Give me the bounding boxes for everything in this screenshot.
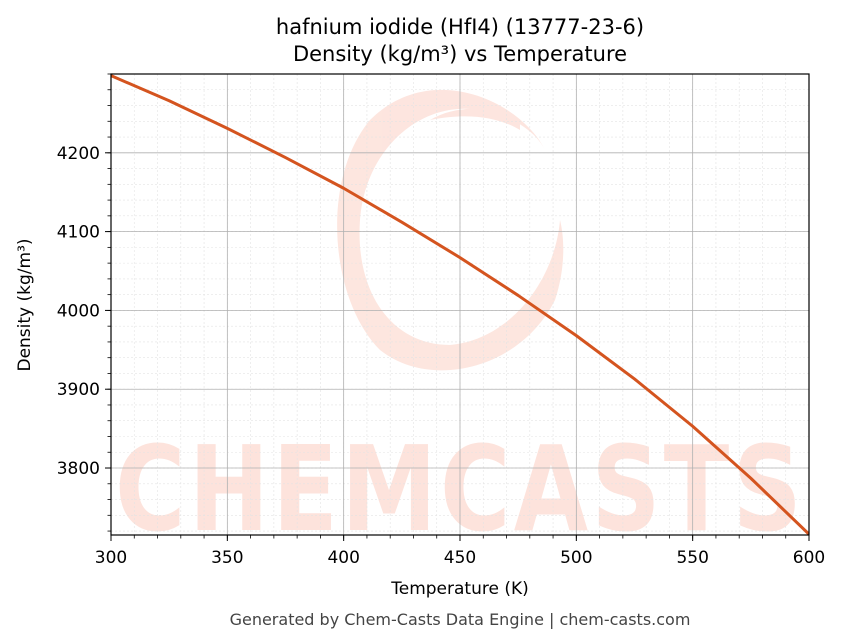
x-tick-label: 350 (211, 548, 243, 568)
y-tick-label: 4100 (57, 223, 100, 243)
y-tick-label: 4000 (57, 301, 100, 321)
y-tick-label: 3900 (57, 380, 100, 400)
x-tick-label: 600 (793, 548, 825, 568)
x-tick-label: 500 (560, 548, 592, 568)
density-series-line (111, 74, 809, 535)
watermark: CHEMCASTS (115, 89, 805, 558)
x-axis-label: Temperature (K) (390, 579, 529, 599)
footer-credit: Generated by Chem-Casts Data Engine | ch… (230, 610, 691, 629)
watermark-swirl-logo (337, 89, 564, 371)
y-tick-label: 4200 (57, 144, 100, 164)
chart-subtitle: Density (kg/m³) vs Temperature (293, 42, 627, 66)
x-tick-label: 550 (676, 548, 708, 568)
series-layer (111, 74, 809, 535)
x-axis: 300 350 400 450 500 550 600 (95, 535, 825, 568)
y-axis: 3800 3900 4000 4100 4200 (57, 73, 111, 532)
watermark-text: CHEMCASTS (115, 420, 805, 558)
x-tick-label: 450 (444, 548, 476, 568)
x-tick-label: 400 (327, 548, 359, 568)
y-tick-label: 3800 (57, 459, 100, 479)
y-axis-label: Density (kg/m³) (15, 238, 35, 371)
x-tick-label: 300 (95, 548, 127, 568)
chart-title: hafnium iodide (HfI4) (13777-23-6) (276, 15, 644, 39)
